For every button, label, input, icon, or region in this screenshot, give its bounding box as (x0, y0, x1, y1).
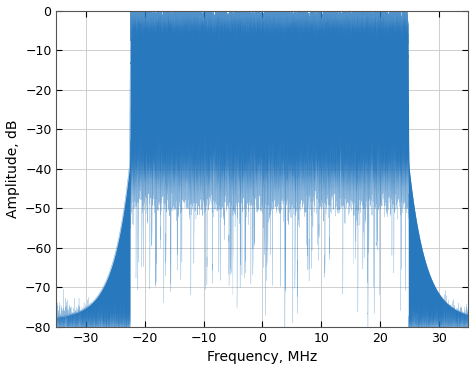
X-axis label: Frequency, MHz: Frequency, MHz (207, 350, 318, 364)
Y-axis label: Amplitude, dB: Amplitude, dB (6, 120, 19, 218)
